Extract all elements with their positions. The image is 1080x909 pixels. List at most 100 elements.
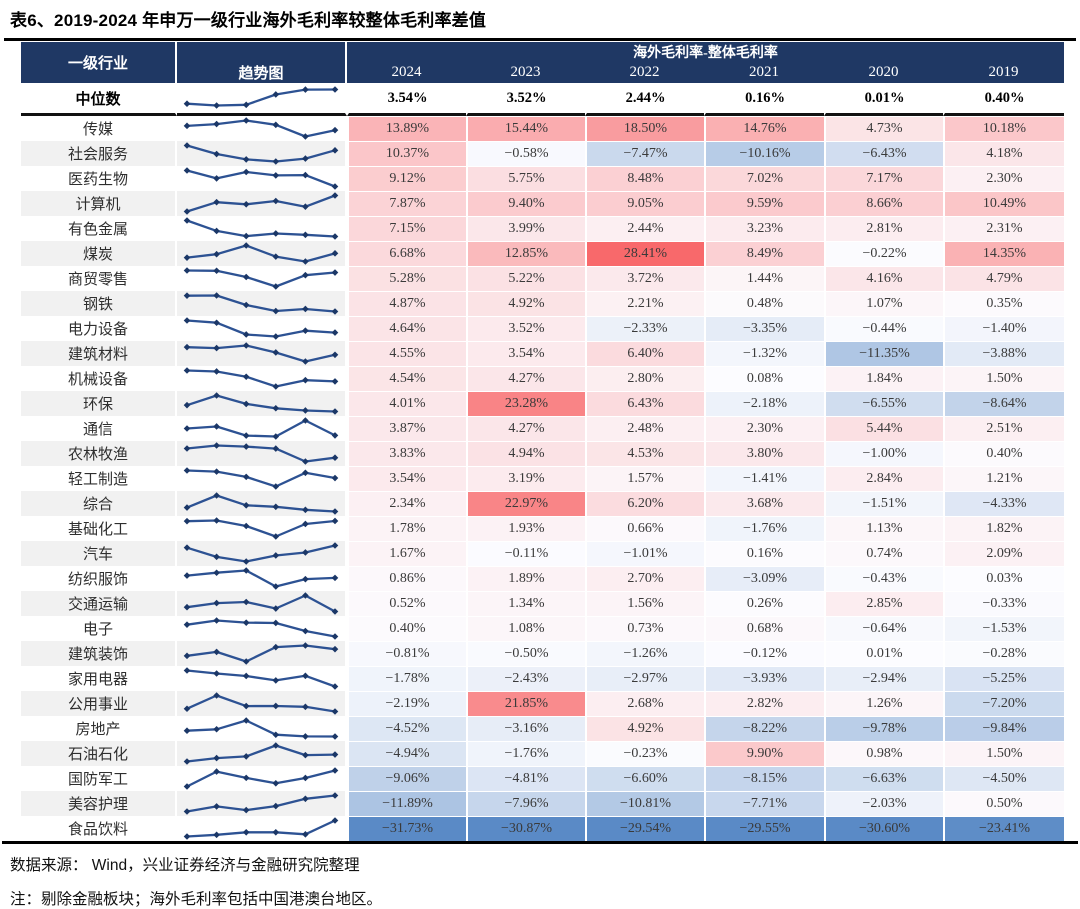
value-cell: −4.81%: [466, 766, 585, 791]
trend-cell: [177, 291, 347, 316]
value-cell: −0.81%: [347, 641, 466, 666]
value-cell: 4.79%: [943, 266, 1065, 291]
header-year: 2021: [704, 62, 824, 83]
value-cell: 4.64%: [347, 316, 466, 341]
value-cell: 1.44%: [704, 266, 824, 291]
value-cell: 4.92%: [585, 716, 704, 741]
value-cell: 0.86%: [347, 566, 466, 591]
value-cell: −9.84%: [943, 716, 1065, 741]
value-cell: −0.11%: [466, 541, 585, 566]
trend-sparkline: [183, 391, 339, 415]
industry-margin-table: 一级行业 趋势图 海外毛利率-整体毛利率 2024 2023 2022 2021 202…: [21, 42, 1065, 841]
industry-label: 钢铁: [21, 291, 177, 316]
value-cell: −0.22%: [824, 241, 943, 266]
header-year: 2024: [347, 62, 466, 83]
value-cell: −1.76%: [704, 516, 824, 541]
value-cell: −0.50%: [466, 641, 585, 666]
trend-sparkline: [183, 266, 339, 290]
value-cell: 3.72%: [585, 266, 704, 291]
value-cell: 2.21%: [585, 291, 704, 316]
value-cell: 3.99%: [466, 216, 585, 241]
table-row: 通信 3.87% 4.27% 2.48% 2.30% 5.44% 2.51%: [21, 416, 1065, 441]
value-cell: −1.78%: [347, 666, 466, 691]
value-cell: 1.57%: [585, 466, 704, 491]
trend-sparkline: [183, 341, 339, 365]
trend-cell: [177, 83, 347, 116]
value-cell: −0.33%: [943, 591, 1065, 616]
industry-label: 交通运输: [21, 591, 177, 616]
value-cell: −11.35%: [824, 341, 943, 366]
value-cell: 4.92%: [466, 291, 585, 316]
value-cell: −5.25%: [943, 666, 1065, 691]
industry-label: 医药生物: [21, 166, 177, 191]
trend-sparkline: [183, 86, 339, 109]
industry-label: 房地产: [21, 716, 177, 741]
trend-cell: [177, 416, 347, 441]
value-cell: −2.43%: [466, 666, 585, 691]
trend-sparkline: [183, 116, 339, 140]
industry-label: 电子: [21, 616, 177, 641]
value-cell: 7.15%: [347, 216, 466, 241]
value-cell: 4.16%: [824, 266, 943, 291]
value-cell: 21.85%: [466, 691, 585, 716]
trend-sparkline: [183, 766, 339, 790]
value-cell: 5.75%: [466, 166, 585, 191]
value-cell: 4.73%: [824, 116, 943, 141]
value-cell: 4.53%: [585, 441, 704, 466]
trend-sparkline: [183, 416, 339, 440]
trend-sparkline: [183, 816, 339, 840]
value-cell: 1.67%: [347, 541, 466, 566]
table-footer: 数据来源： Wind，兴业证券经济与金融研究院整理 注：剔除金融板块；海外毛利率…: [10, 853, 1080, 909]
value-cell: 0.35%: [943, 291, 1065, 316]
value-cell: 9.40%: [466, 191, 585, 216]
trend-cell: [177, 641, 347, 666]
value-cell: −31.73%: [347, 816, 466, 841]
value-cell: −2.03%: [824, 791, 943, 816]
value-cell: 3.68%: [704, 491, 824, 516]
trend-sparkline: [183, 741, 339, 765]
value-cell: 2.82%: [704, 691, 824, 716]
trend-cell: [177, 516, 347, 541]
value-cell: 0.98%: [824, 741, 943, 766]
value-cell: 2.30%: [943, 166, 1065, 191]
trend-cell: [177, 816, 347, 841]
value-cell: −2.18%: [704, 391, 824, 416]
trend-cell: [177, 566, 347, 591]
header-years-row: 2024 2023 2022 2021 2020 2019: [21, 62, 1065, 83]
industry-label: 家用电器: [21, 666, 177, 691]
trend-sparkline: [183, 566, 339, 590]
value-cell: 1.56%: [585, 591, 704, 616]
trend-sparkline: [183, 641, 339, 665]
table-row: 环保 4.01% 23.28% 6.43% −2.18% −6.55% −8.64%: [21, 391, 1065, 416]
value-cell: 3.54%: [466, 341, 585, 366]
value-cell: 22.97%: [466, 491, 585, 516]
industry-label: 通信: [21, 416, 177, 441]
value-cell: 4.27%: [466, 416, 585, 441]
value-cell: 8.66%: [824, 191, 943, 216]
value-cell: 3.54%: [347, 83, 466, 116]
value-cell: 2.51%: [943, 416, 1065, 441]
value-cell: −10.81%: [585, 791, 704, 816]
value-cell: 0.16%: [704, 541, 824, 566]
value-cell: −9.06%: [347, 766, 466, 791]
value-cell: 18.50%: [585, 116, 704, 141]
table-row: 国防军工 −9.06% −4.81% −6.60% −8.15% −6.63% −4.50%: [21, 766, 1065, 791]
trend-sparkline: [183, 241, 339, 265]
value-cell: −3.88%: [943, 341, 1065, 366]
industry-label: 轻工制造: [21, 466, 177, 491]
value-cell: −1.76%: [466, 741, 585, 766]
trend-cell: [177, 591, 347, 616]
table-row: 建筑装饰 −0.81% −0.50% −1.26% −0.12% 0.01% −0.28%: [21, 641, 1065, 666]
table-row: 汽车 1.67% −0.11% −1.01% 0.16% 0.74% 2.09%: [21, 541, 1065, 566]
trend-sparkline: [183, 616, 339, 640]
value-cell: −3.35%: [704, 316, 824, 341]
industry-label: 电力设备: [21, 316, 177, 341]
value-cell: −4.94%: [347, 741, 466, 766]
industry-label: 食品饮料: [21, 816, 177, 841]
value-cell: 2.80%: [585, 366, 704, 391]
trend-sparkline: [183, 791, 339, 815]
value-cell: 6.68%: [347, 241, 466, 266]
value-cell: 4.54%: [347, 366, 466, 391]
trend-cell: [177, 791, 347, 816]
table-row: 社会服务 10.37% −0.58% −7.47% −10.16% −6.43% 4.18%: [21, 141, 1065, 166]
